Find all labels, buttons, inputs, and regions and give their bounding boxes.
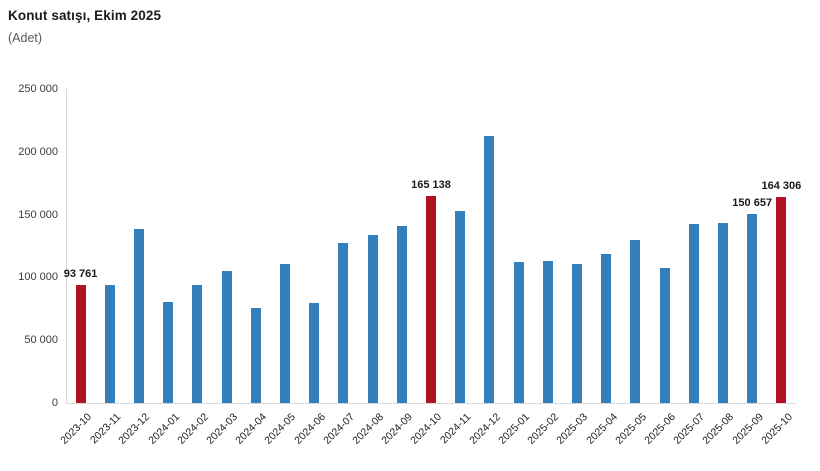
bar xyxy=(396,226,407,403)
chart-title: Konut satışı, Ekim 2025 xyxy=(8,8,162,23)
y-axis-label: 250 000 xyxy=(18,83,58,95)
x-axis-label: 2024-08 xyxy=(350,411,387,447)
x-axis-label: 2025-01 xyxy=(496,411,533,447)
bar xyxy=(280,264,290,403)
y-axis-label: 0 xyxy=(51,397,58,409)
bar xyxy=(309,303,320,403)
x-axis-label: 2025-02 xyxy=(525,411,562,447)
bar xyxy=(572,263,582,403)
data-label: 93 761 xyxy=(63,268,98,281)
x-axis-label: 2025-09 xyxy=(729,411,766,447)
bar xyxy=(513,262,524,403)
data-label: 165 138 xyxy=(411,178,451,191)
bar xyxy=(776,196,787,403)
bar xyxy=(455,210,466,403)
y-axis-label: 50 000 xyxy=(24,334,58,347)
x-axis-label: 2025-07 xyxy=(671,411,708,447)
bar xyxy=(367,234,378,403)
x-axis-label: 2024-03 xyxy=(204,411,241,447)
bar xyxy=(542,261,553,403)
data-label: 150 657 xyxy=(732,196,773,209)
bar xyxy=(426,195,436,403)
bar xyxy=(192,285,203,403)
x-axis-label: 2025-06 xyxy=(642,411,679,447)
bar xyxy=(747,213,758,403)
y-axis-label: 200 000 xyxy=(18,145,58,158)
bar xyxy=(75,285,86,403)
y-axis-label: 150 000 xyxy=(18,208,58,221)
bar xyxy=(484,135,495,403)
x-axis-label: 2025-03 xyxy=(554,411,591,447)
x-axis-label: 2024-05 xyxy=(262,411,299,447)
x-axis-label: 2023-12 xyxy=(116,411,153,447)
bar xyxy=(718,222,728,403)
y-axis-label: 100 000 xyxy=(18,271,58,284)
bar xyxy=(601,254,612,403)
bar xyxy=(630,239,641,403)
bar xyxy=(163,302,174,403)
bar xyxy=(659,267,670,403)
y-axis-line xyxy=(66,89,67,403)
data-label: 164 306 xyxy=(761,179,802,192)
x-axis-label: 2025-04 xyxy=(583,411,620,447)
bar xyxy=(221,270,232,403)
chart-unit-label: (Adet) xyxy=(8,31,43,45)
x-axis-label: 2024-12 xyxy=(467,411,503,447)
x-axis-label: 2024-09 xyxy=(379,411,416,447)
bar xyxy=(104,285,115,403)
bar xyxy=(338,243,349,403)
bar xyxy=(688,223,699,403)
bar xyxy=(250,308,261,403)
x-axis-label: 2024-06 xyxy=(291,411,328,447)
x-axis-line xyxy=(66,403,796,404)
x-axis-label: 2023-10 xyxy=(58,411,95,447)
x-axis-label: 2025-08 xyxy=(700,411,737,447)
x-axis-label: 2024-01 xyxy=(145,411,182,447)
x-axis-label: 2024-10 xyxy=(408,411,445,447)
x-axis-label: 2024-04 xyxy=(233,411,270,447)
bar xyxy=(134,228,144,403)
x-axis-label: 2024-11 xyxy=(438,411,474,447)
